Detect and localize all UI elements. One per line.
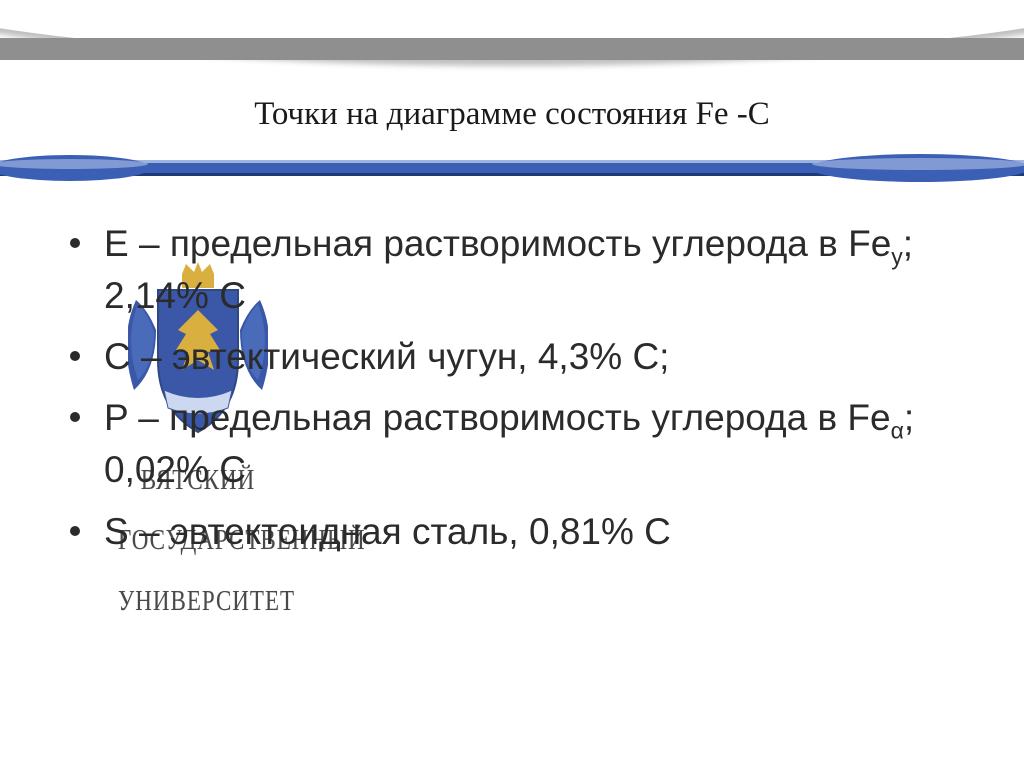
bullet-letter: E — [104, 223, 129, 264]
bullet-dash: – — [131, 336, 172, 377]
bullet-text-1: эвтектоидная сталь, 0,81% C — [170, 511, 671, 552]
bullet-dash: – — [128, 397, 169, 438]
bullet-text-1: предельная растворимость углерода в Fe — [170, 223, 891, 264]
bullet-subscript: α — [891, 418, 904, 444]
bullet-dash: – — [129, 511, 170, 552]
bullet-letter: C — [104, 336, 131, 377]
bullet-item: E – предельная растворимость углерода в … — [56, 220, 984, 319]
watermark-line-3: УНИВЕРСИТЕТ — [118, 571, 278, 631]
bullet-item: P – предельная растворимость углерода в … — [56, 394, 984, 493]
slide: ВЯТСКИЙ ГОСУДАРСТВЕННЫЙ УНИВЕРСИТЕТ Точк… — [0, 0, 1024, 768]
title-divider — [0, 152, 1024, 184]
slide-title: Точки на диаграмме состояния Fe -C — [0, 96, 1024, 133]
bullet-dash: – — [129, 223, 170, 264]
bullet-text-1: эвтектический чугун, 4,3% С; — [172, 336, 670, 377]
bullet-letter: S — [104, 511, 129, 552]
bullet-letter: P — [104, 397, 128, 438]
top-arch-decoration — [0, 0, 1024, 60]
bullet-subscript: у — [891, 243, 902, 269]
bullet-item: C – эвтектический чугун, 4,3% С; — [56, 333, 984, 380]
bullet-list: E – предельная растворимость углерода в … — [56, 220, 984, 569]
bullet-item: S – эвтектоидная сталь, 0,81% C — [56, 508, 984, 555]
bullet-text-1: предельная растворимость углерода в Fe — [169, 397, 890, 438]
